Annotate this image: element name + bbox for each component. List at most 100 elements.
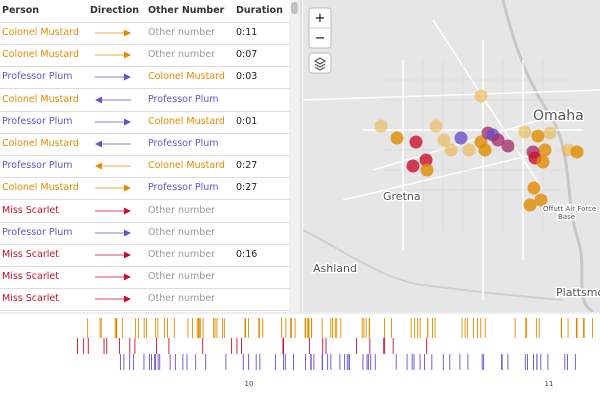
direction-arrow bbox=[95, 29, 131, 37]
person: Colonel Mustard bbox=[2, 138, 79, 149]
other-number: Other number bbox=[148, 271, 216, 283]
place-label: Offutt Air Force bbox=[543, 205, 596, 213]
call-location[interactable] bbox=[491, 133, 505, 147]
duration: 0:01 bbox=[236, 115, 258, 127]
person: Colonel Mustard bbox=[2, 93, 79, 105]
direction-arrow bbox=[95, 251, 131, 259]
direction-arrow bbox=[95, 273, 131, 281]
call-location[interactable] bbox=[429, 119, 443, 133]
call-location[interactable] bbox=[474, 89, 488, 103]
map[interactable]: Omaha Gretna Offutt Air Force Base Ashla… bbox=[303, 0, 600, 312]
row-divider bbox=[0, 66, 290, 68]
call-location[interactable] bbox=[531, 129, 545, 143]
timeline: 10 11 bbox=[0, 312, 600, 388]
direction-arrow bbox=[95, 96, 131, 104]
person: Professor Plum bbox=[2, 160, 73, 172]
layers-button[interactable] bbox=[308, 52, 332, 74]
row-divider bbox=[0, 243, 290, 245]
row-divider bbox=[0, 44, 290, 45]
place-label: Gretna bbox=[383, 190, 421, 203]
call-location[interactable] bbox=[478, 143, 492, 157]
call-location[interactable] bbox=[390, 131, 404, 145]
other-number: Colonel Mustard bbox=[148, 71, 225, 83]
row-divider bbox=[0, 288, 290, 290]
call-location[interactable] bbox=[462, 143, 476, 157]
other-number: Other number bbox=[148, 249, 216, 260]
other-number: Other number bbox=[148, 27, 216, 38]
call-location[interactable] bbox=[536, 155, 550, 169]
duration: 0:27 bbox=[236, 160, 258, 172]
row-divider bbox=[0, 266, 290, 267]
direction-arrow bbox=[95, 51, 131, 59]
other-number: Professor Plum bbox=[148, 93, 219, 105]
row-divider bbox=[0, 199, 290, 201]
duration: 0:03 bbox=[236, 71, 258, 83]
other-number: Professor Plum bbox=[148, 138, 219, 149]
time-label: 11 bbox=[545, 380, 554, 388]
column-header: Other Number bbox=[148, 5, 225, 16]
call-location[interactable] bbox=[420, 163, 434, 177]
call-location[interactable] bbox=[527, 181, 541, 195]
call-location[interactable] bbox=[518, 125, 532, 139]
other-number: Other number bbox=[148, 49, 216, 61]
direction-arrow bbox=[95, 295, 131, 303]
column-header: Person bbox=[2, 5, 40, 16]
other-number: Other number bbox=[148, 293, 216, 305]
row-divider bbox=[0, 155, 290, 156]
duration: 0:07 bbox=[236, 49, 258, 61]
call-location[interactable] bbox=[419, 153, 433, 167]
zoom-control: + − bbox=[308, 7, 332, 74]
call-location[interactable] bbox=[374, 119, 388, 133]
call-location[interactable] bbox=[538, 143, 552, 157]
call-location[interactable] bbox=[406, 159, 420, 173]
row-divider bbox=[0, 221, 290, 223]
direction-arrow bbox=[95, 118, 131, 126]
call-table: Person Direction Other Number Duration Colon… bbox=[0, 0, 290, 312]
call-location[interactable] bbox=[444, 143, 458, 157]
duration: 0:16 bbox=[236, 249, 258, 260]
place-label: Plattsmouth bbox=[556, 286, 600, 299]
row-divider bbox=[0, 177, 290, 179]
row-divider bbox=[0, 88, 290, 90]
time-label: 10 bbox=[245, 380, 254, 388]
place-label: Base bbox=[558, 213, 575, 221]
direction-arrow bbox=[95, 162, 131, 170]
other-number: Other number bbox=[148, 226, 216, 238]
other-number: Colonel Mustard bbox=[148, 160, 225, 172]
other-number: Other number bbox=[148, 204, 216, 216]
call-location[interactable] bbox=[523, 198, 537, 212]
person: Miss Scarlet bbox=[2, 271, 59, 283]
direction-arrow bbox=[95, 73, 131, 81]
call-location[interactable] bbox=[437, 133, 451, 147]
person: Professor Plum bbox=[2, 226, 73, 238]
row-divider bbox=[0, 310, 290, 312]
duration: 0:11 bbox=[236, 27, 258, 38]
person: Miss Scarlet bbox=[2, 204, 59, 216]
call-location[interactable] bbox=[534, 193, 548, 207]
person: Colonel Mustard bbox=[2, 27, 79, 38]
person: Professor Plum bbox=[2, 115, 73, 127]
row-divider bbox=[0, 22, 290, 23]
row-divider bbox=[0, 132, 290, 134]
row-divider bbox=[0, 110, 290, 112]
other-number: Professor Plum bbox=[148, 182, 219, 194]
column-header: Direction bbox=[90, 5, 139, 16]
scrollbar[interactable] bbox=[289, 0, 302, 312]
person: Professor Plum bbox=[2, 71, 73, 83]
duration: 0:27 bbox=[236, 182, 258, 194]
call-location[interactable] bbox=[409, 135, 423, 149]
call-location[interactable] bbox=[570, 145, 584, 159]
direction-arrow bbox=[95, 140, 131, 148]
other-number: Colonel Mustard bbox=[148, 115, 225, 127]
direction-arrow bbox=[95, 207, 131, 215]
direction-arrow bbox=[95, 184, 131, 192]
person: Miss Scarlet bbox=[2, 249, 59, 260]
person: Miss Scarlet bbox=[2, 293, 59, 305]
call-location[interactable] bbox=[501, 139, 515, 153]
zoom-in[interactable]: + bbox=[315, 11, 326, 26]
call-location[interactable] bbox=[543, 126, 557, 140]
direction-arrow bbox=[95, 229, 131, 237]
zoom-out[interactable]: − bbox=[315, 31, 326, 46]
call-location[interactable] bbox=[454, 131, 468, 145]
